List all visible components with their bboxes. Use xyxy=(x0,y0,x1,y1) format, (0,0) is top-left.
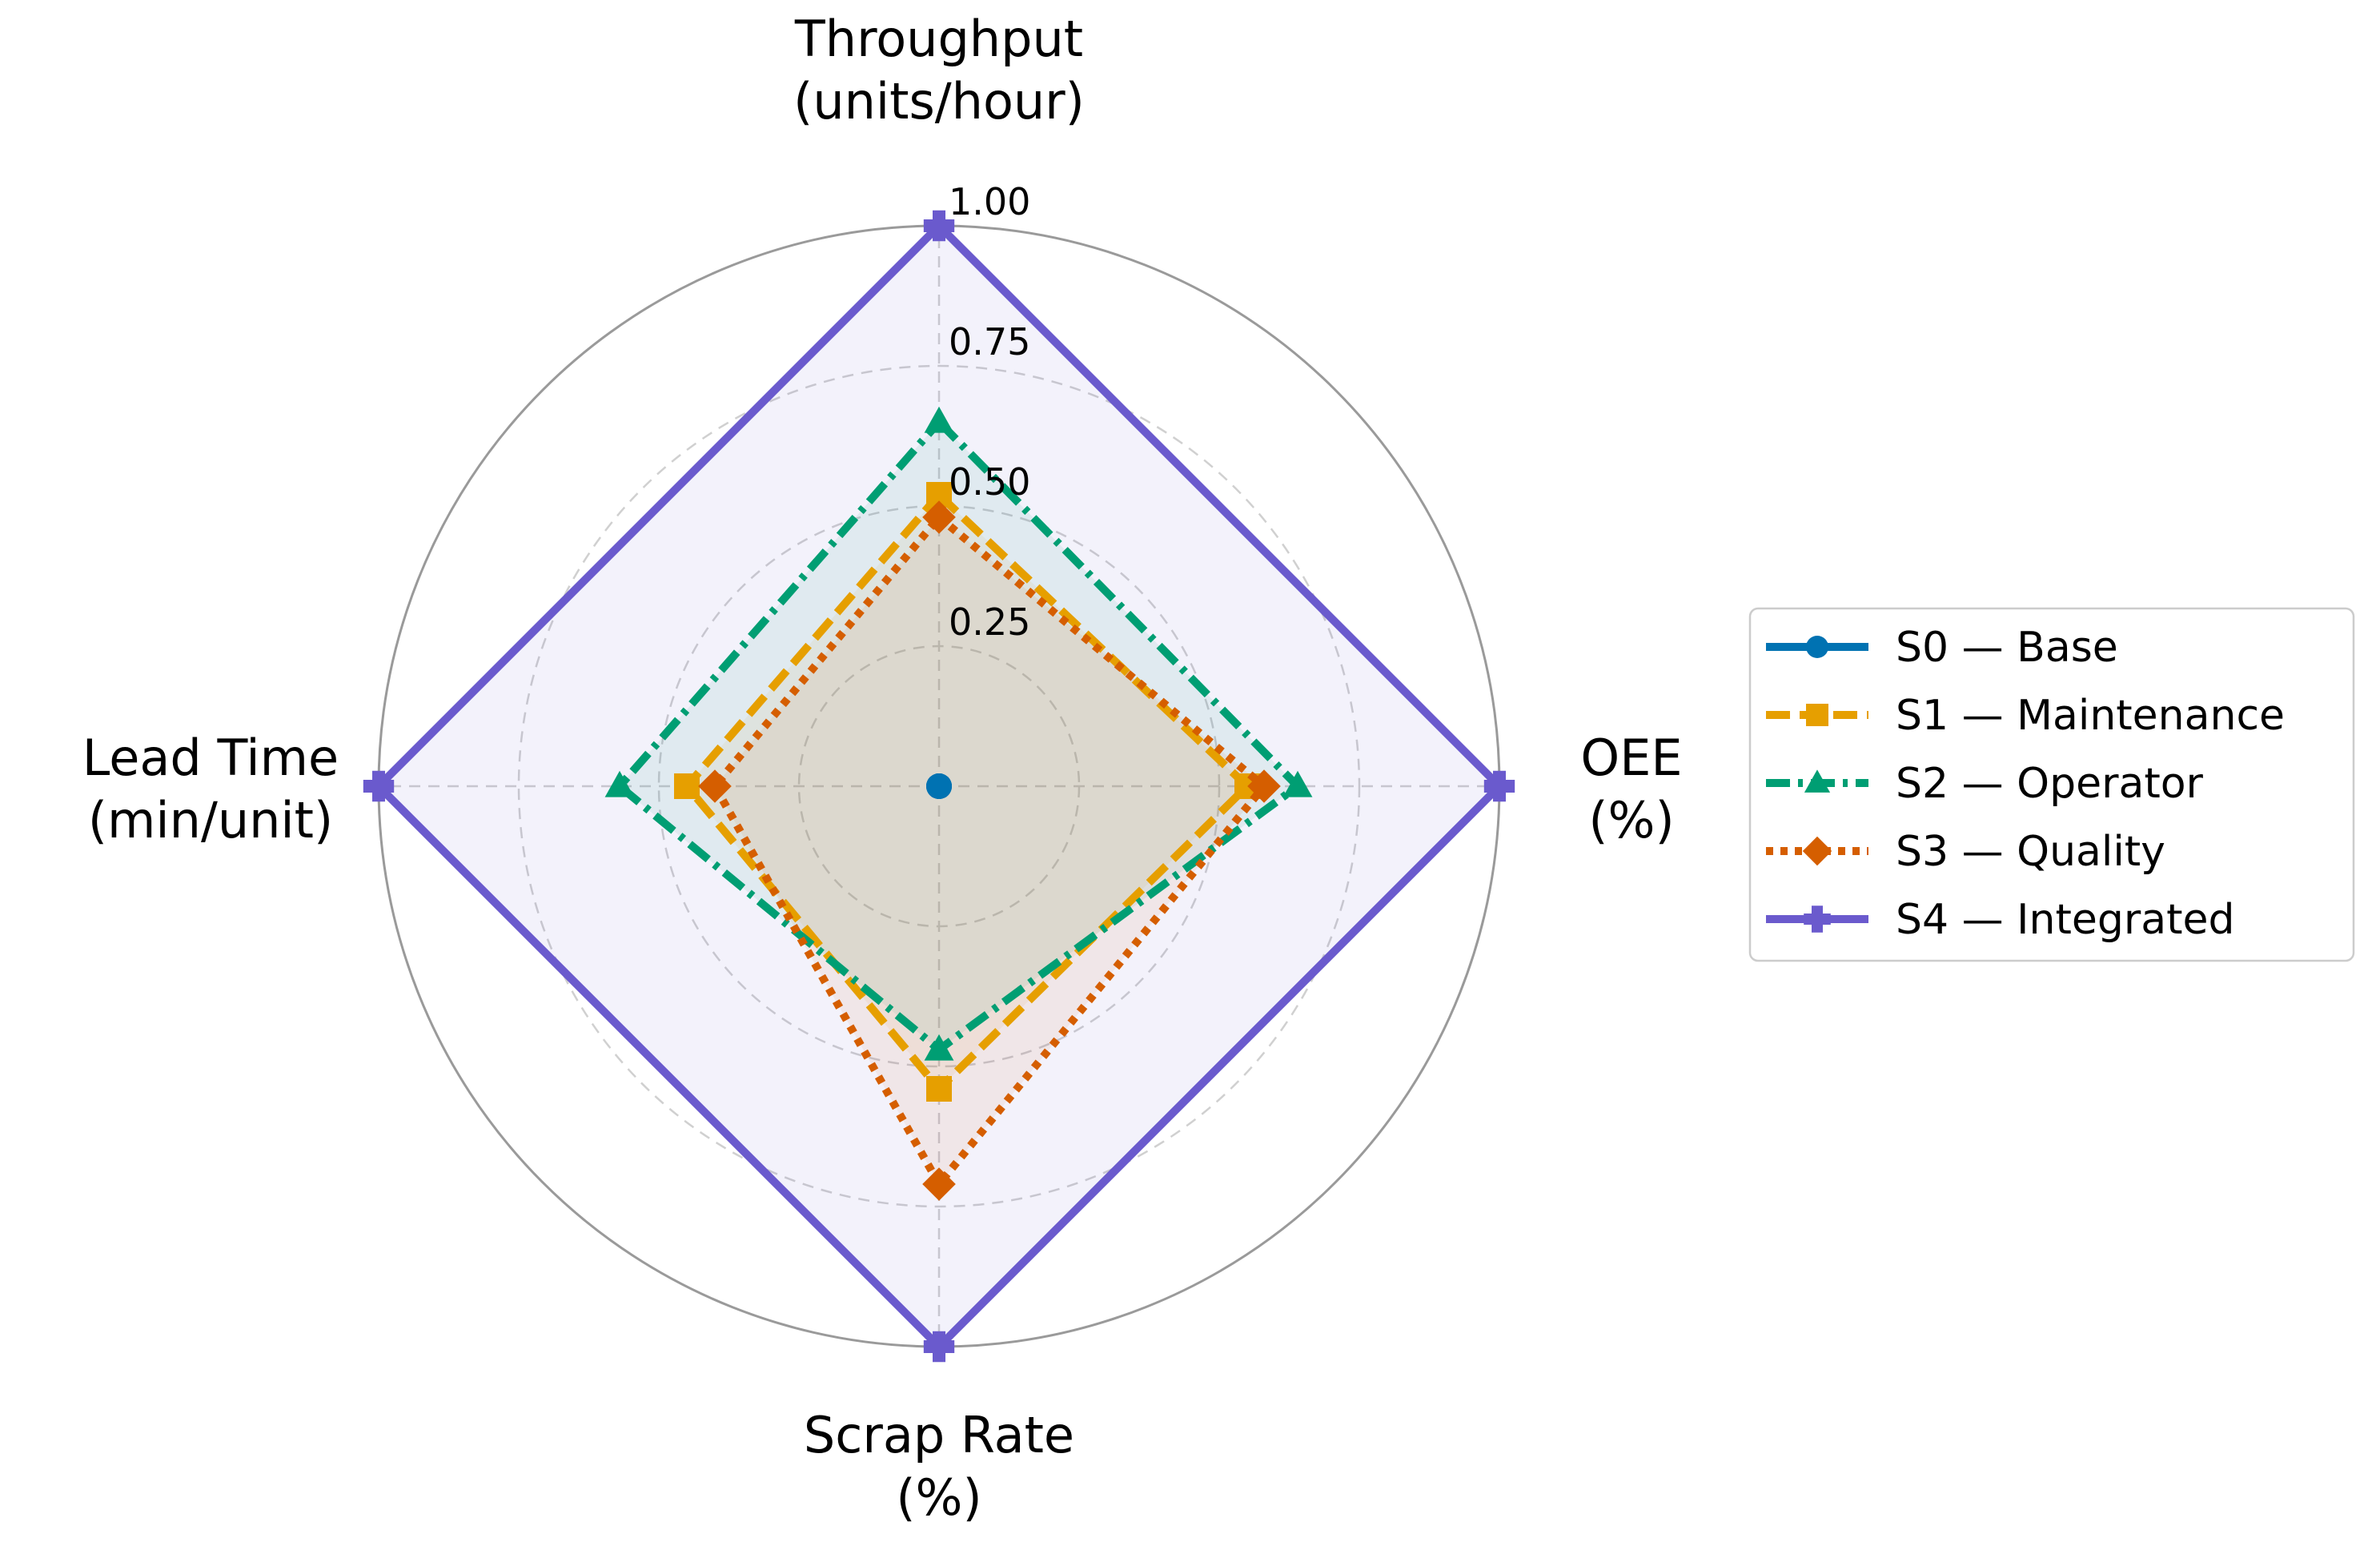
series-4-point-3 xyxy=(363,770,395,802)
series-3-point-3 xyxy=(698,769,732,803)
axis-label-3: Lead Time (min/unit) xyxy=(82,729,339,849)
series-3-point-0 xyxy=(922,500,956,534)
legend-label-2: S2 — Operator xyxy=(1896,760,2204,808)
series-fill-3 xyxy=(715,517,1264,1184)
tick-label-3: 1.00 xyxy=(949,180,1030,223)
tick-label-1: 0.50 xyxy=(949,460,1030,504)
legend-label-1: S1 — Maintenance xyxy=(1896,692,2285,740)
axis-labels: Throughput (units/hour) OEE (%) Scrap Rate (%… xyxy=(82,10,1683,1527)
series-1-point-2 xyxy=(926,1076,952,1102)
legend-label-0: S0 — Base xyxy=(1896,624,2118,672)
legend-marker-1 xyxy=(1806,704,1828,726)
legend-label-4: S4 — Integrated xyxy=(1896,896,2234,944)
legend-label-3: S3 — Quality xyxy=(1896,828,2165,876)
series-2-point-1 xyxy=(1282,770,1313,797)
axis-label-1: OEE (%) xyxy=(1580,729,1682,849)
series-2-point-3 xyxy=(604,770,635,797)
grid-circle-2 xyxy=(517,364,1361,1208)
series-0-point-3 xyxy=(926,773,952,799)
series-fill-1 xyxy=(687,495,1247,1089)
series-1-point-3 xyxy=(674,773,700,799)
tick-label-2: 0.75 xyxy=(949,320,1030,363)
legend-marker-3 xyxy=(1802,836,1832,866)
legend-marker-4 xyxy=(1804,906,1831,933)
legend-box xyxy=(1748,607,2355,962)
series-4-point-1 xyxy=(1483,770,1515,802)
series-fill-2 xyxy=(620,422,1298,1050)
legend-marker-0 xyxy=(1806,636,1828,658)
series-2-point-2 xyxy=(924,1034,954,1061)
series-4-point-0 xyxy=(923,210,955,242)
series-layer xyxy=(363,210,1515,1363)
series-3-point-2 xyxy=(922,1167,956,1201)
axis-label-0: Throughput (units/hour) xyxy=(793,10,1085,131)
tick-label-0: 0.25 xyxy=(949,600,1030,644)
legend-marker-2 xyxy=(1804,769,1831,793)
series-2-point-0 xyxy=(924,406,954,433)
series-4-point-2 xyxy=(923,1331,955,1363)
series-3-point-1 xyxy=(1247,769,1281,803)
tick-labels: 0.25 0.50 0.75 1.00 xyxy=(949,180,1030,644)
legend: S0 — Base S1 — Maintenance S2 — Operator S3… xyxy=(1748,607,2355,962)
axis-label-2: Scrap Rate (%) xyxy=(804,1406,1074,1527)
